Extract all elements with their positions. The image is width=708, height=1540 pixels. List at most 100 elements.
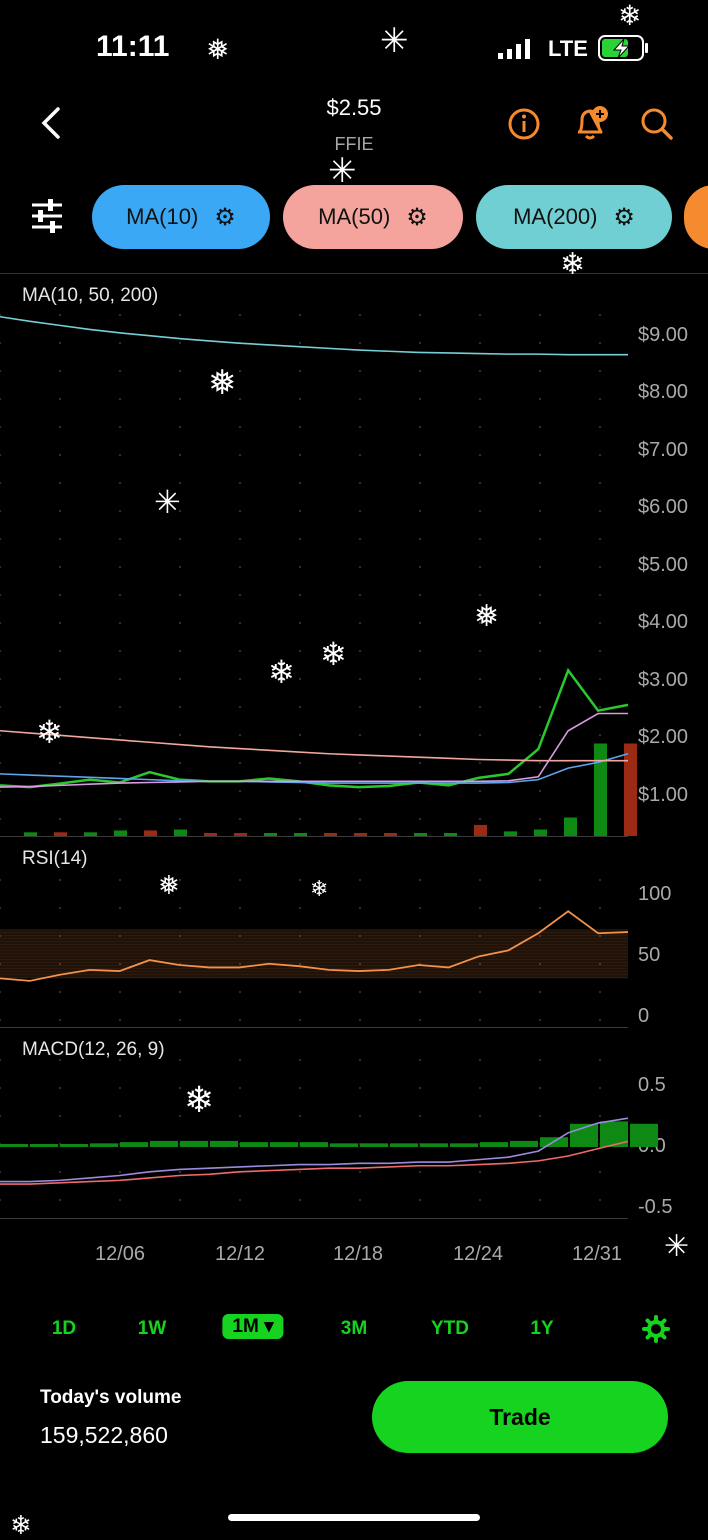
stock-chart[interactable]: $9.00 $8.00 $7.00 $6.00 $5.00 $4.00 $3.00 $2.00…	[0, 274, 708, 1286]
grid-dot	[239, 818, 241, 820]
grid-dot	[119, 818, 121, 820]
info-icon[interactable]	[507, 107, 541, 141]
grid-dot	[119, 650, 121, 652]
grid-dot	[359, 678, 361, 680]
grid-dot	[419, 370, 421, 372]
grid-dot	[59, 650, 61, 652]
add-alert-icon[interactable]	[574, 104, 610, 142]
series-line-ma-200-	[0, 317, 628, 355]
grid-dot	[119, 482, 121, 484]
grid-dot	[239, 510, 241, 512]
x-axis-label: 12/12	[215, 1243, 265, 1265]
gear-icon[interactable]: ⚙	[214, 203, 236, 232]
todays-volume-value: 159,522,860	[40, 1422, 168, 1449]
grid-dot	[419, 594, 421, 596]
grid-dot	[539, 818, 541, 820]
grid-dot	[599, 678, 601, 680]
search-icon[interactable]	[640, 107, 674, 141]
gear-icon[interactable]: ⚙	[406, 203, 428, 232]
grid-dot	[359, 370, 361, 372]
grid-dot	[479, 538, 481, 540]
grid-dot	[359, 454, 361, 456]
volume-bar	[564, 818, 577, 837]
macd-histogram-bar	[420, 1143, 448, 1147]
grid-dot	[419, 398, 421, 400]
grid-dot	[539, 1171, 541, 1173]
grid-dot	[539, 790, 541, 792]
grid-dot	[599, 454, 601, 456]
grid-dot	[599, 370, 601, 372]
grid-dot	[479, 342, 481, 344]
snowflake-icon: ❄	[618, 2, 641, 30]
grid-dot	[179, 706, 181, 708]
ma50-pill[interactable]: MA(50) ⚙	[283, 185, 463, 249]
grid-dot	[299, 790, 301, 792]
grid-dot	[179, 454, 181, 456]
chart-settings-gear-icon[interactable]	[642, 1315, 670, 1343]
ma50-label: MA(50)	[318, 204, 390, 230]
grid-dot	[119, 370, 121, 372]
battery-icon	[598, 35, 650, 61]
grid-dot	[239, 762, 241, 764]
grid-dot	[59, 1171, 61, 1173]
volume-bar	[414, 833, 427, 836]
grid-dot	[599, 538, 601, 540]
grid-dot	[539, 734, 541, 736]
y-tick-label: 50	[638, 944, 660, 966]
active-timeframe[interactable]: 1M ▾	[222, 1314, 283, 1339]
grid-dot	[179, 314, 181, 316]
grid-dot	[359, 818, 361, 820]
grid-dot	[479, 454, 481, 456]
ma200-pill[interactable]: MA(200) ⚙	[476, 185, 672, 249]
volume-bar	[24, 832, 37, 836]
timeframe-1y[interactable]: 1Y	[530, 1318, 553, 1340]
volume-bar	[174, 830, 187, 836]
grid-dot	[239, 650, 241, 652]
grid-dot	[359, 314, 361, 316]
grid-dot	[179, 734, 181, 736]
grid-dot	[59, 1087, 61, 1089]
home-indicator[interactable]	[228, 1514, 480, 1521]
network-label: LTE	[548, 36, 588, 62]
macd-histogram-bar	[240, 1142, 268, 1147]
grid-dot	[419, 566, 421, 568]
trade-button[interactable]: Trade	[372, 1381, 668, 1453]
grid-dot	[119, 1059, 121, 1061]
grid-dot	[179, 1115, 181, 1117]
more-indicator-pill[interactable]	[684, 185, 708, 249]
grid-dot	[239, 1115, 241, 1117]
y-tick-label: 0	[638, 1005, 649, 1027]
grid-dot	[119, 1171, 121, 1173]
grid-dot	[59, 454, 61, 456]
indicator-settings-icon[interactable]	[30, 198, 64, 234]
grid-dot	[419, 314, 421, 316]
grid-dot	[539, 538, 541, 540]
volume-bar	[474, 825, 487, 836]
snowflake-icon: ❅	[158, 872, 180, 898]
grid-dot	[599, 650, 601, 652]
grid-dot	[59, 538, 61, 540]
timeframe-3m[interactable]: 3M	[341, 1318, 367, 1340]
timeframe-ytd[interactable]: YTD	[431, 1318, 469, 1340]
grid-dot	[179, 1087, 181, 1089]
series-line-ma-10-	[0, 754, 628, 783]
timeframe-1d[interactable]: 1D	[52, 1318, 76, 1340]
grid-dot	[299, 1199, 301, 1201]
grid-dot	[599, 1199, 601, 1201]
grid-dot	[119, 762, 121, 764]
y-tick-label: $7.00	[638, 439, 688, 461]
grid-dot	[0, 1199, 1, 1201]
grid-dot	[299, 454, 301, 456]
snowflake-icon: ✳	[154, 486, 181, 518]
timeframe-1w[interactable]: 1W	[138, 1318, 167, 1340]
grid-dot	[539, 454, 541, 456]
grid-dot	[539, 370, 541, 372]
timeframe-1m[interactable]: 1M ▾	[222, 1315, 283, 1338]
y-tick-label: 0.5	[638, 1074, 666, 1096]
grid-dot	[119, 538, 121, 540]
grid-dot	[239, 622, 241, 624]
ma10-pill[interactable]: MA(10) ⚙	[92, 185, 270, 249]
grid-dot	[599, 342, 601, 344]
gear-icon[interactable]: ⚙	[613, 203, 635, 232]
grid-dot	[419, 622, 421, 624]
